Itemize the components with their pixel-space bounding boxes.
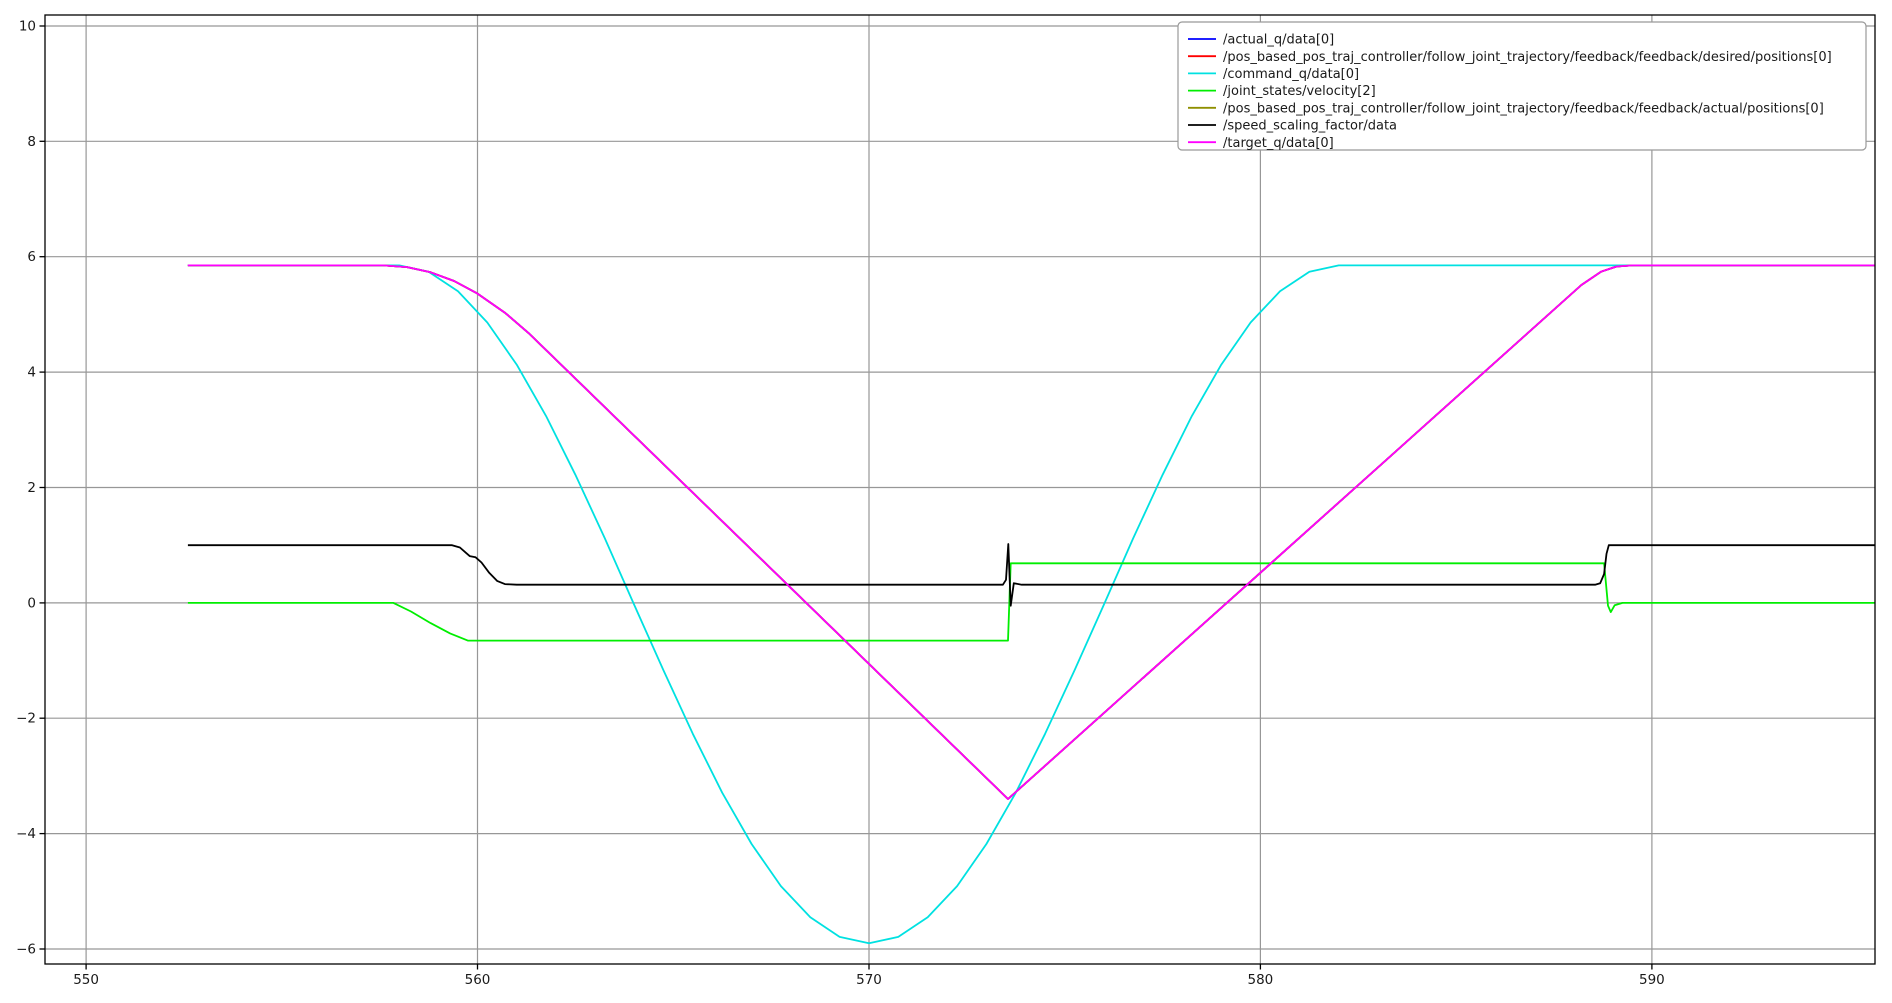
y-tick-label: −4: [16, 826, 36, 842]
y-tick-label: 10: [19, 19, 36, 35]
series-line-3: [187, 562, 1875, 642]
y-tick-label: 0: [27, 595, 36, 611]
series-line-6: [187, 264, 1875, 800]
plot-frame: [44, 14, 1876, 965]
legend-box: [1177, 21, 1867, 151]
legend-label: /target_q/data[0]: [1223, 136, 1334, 151]
legend-label: /pos_based_pos_traj_controller/follow_jo…: [1223, 101, 1824, 116]
legend-label: /speed_scaling_factor/data: [1223, 119, 1397, 134]
x-tick-label: 570: [856, 972, 882, 988]
legend-label: /actual_q/data[0]: [1223, 33, 1334, 48]
legend-entry: /actual_q/data[0]: [1188, 33, 1334, 48]
legend-entry: /speed_scaling_factor/data: [1188, 119, 1397, 134]
y-tick-label: 4: [27, 365, 36, 381]
series-line-2: [187, 264, 1875, 945]
legend-entry: /pos_based_pos_traj_controller/follow_jo…: [1188, 101, 1824, 116]
legend: /actual_q/data[0] /pos_based_pos_traj_con…: [1177, 21, 1867, 151]
legend-label: /pos_based_pos_traj_controller/follow_jo…: [1223, 50, 1832, 65]
y-tick-label: −2: [16, 711, 36, 727]
legend-entry: /target_q/data[0]: [1188, 136, 1334, 151]
x-tick-label: 590: [1639, 972, 1665, 988]
y-tick-label: −6: [16, 942, 36, 958]
legend-label: /command_q/data[0]: [1223, 67, 1359, 82]
y-tick-label: 8: [27, 134, 36, 150]
y-tick-label: 6: [27, 249, 36, 265]
x-tick-label: 560: [465, 972, 491, 988]
legend-entry: /command_q/data[0]: [1188, 67, 1359, 82]
series-line-5: [187, 543, 1875, 607]
legend-label: /joint_states/velocity[2]: [1223, 84, 1376, 99]
legend-entry: /pos_based_pos_traj_controller/follow_jo…: [1188, 50, 1832, 65]
x-tick-label: 550: [73, 972, 99, 988]
legend-entry: /joint_states/velocity[2]: [1188, 84, 1376, 99]
x-tick-label: 580: [1248, 972, 1274, 988]
y-tick-label: 2: [27, 480, 36, 496]
